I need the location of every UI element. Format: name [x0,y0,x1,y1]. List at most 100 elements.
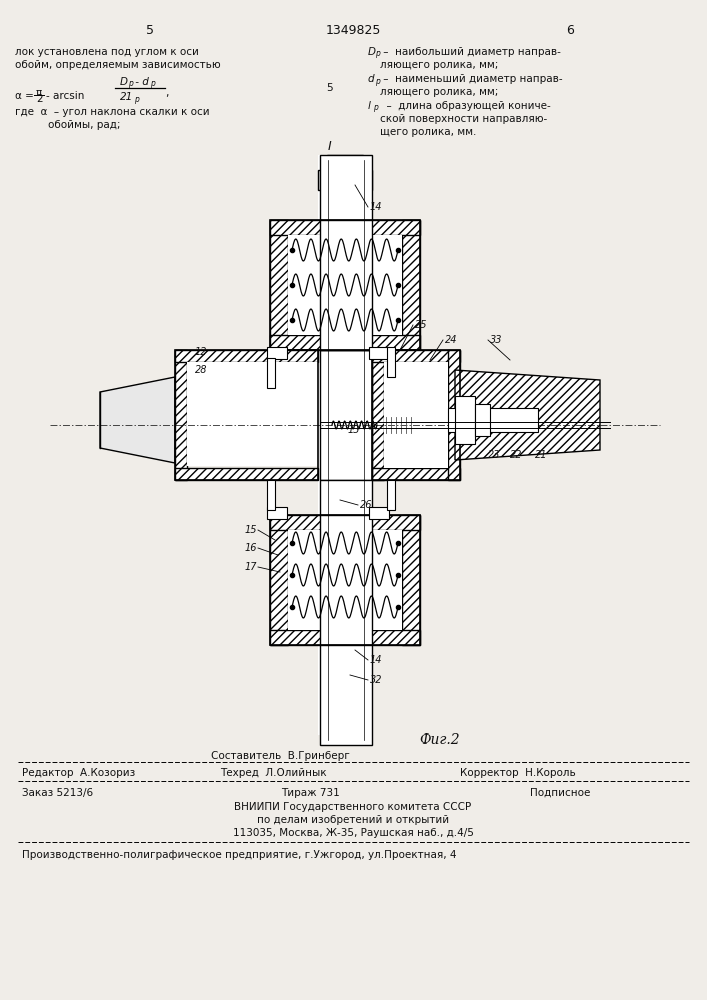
Bar [175,350,318,480]
Text: 2: 2 [36,94,42,104]
Bar [187,362,318,466]
Bar [270,220,420,235]
Bar [320,155,372,220]
Bar [448,408,538,432]
Bar [372,350,460,480]
Text: Тираж 731: Тираж 731 [281,788,339,798]
Bar [320,350,372,480]
Text: по делам изобретений и открытий: по делам изобретений и открытий [257,815,449,825]
Text: ВНИИПИ Государственного комитета СССР: ВНИИПИ Государственного комитета СССР [235,802,472,812]
Text: p: p [128,80,133,89]
Bar [369,507,389,519]
Polygon shape [455,370,600,460]
Bar [175,350,187,480]
Text: d: d [368,74,375,84]
Text: l: l [368,101,371,111]
Bar [369,347,389,359]
Text: Фиг.2: Фиг.2 [420,733,460,747]
Bar [267,347,287,359]
Text: 5: 5 [327,83,333,93]
Text: –  наименьший диаметр направ-: – наименьший диаметр направ- [380,74,563,84]
Bar [270,515,420,530]
Text: ,: , [165,88,168,98]
Text: 5: 5 [146,23,154,36]
Bar [372,350,460,362]
Bar [175,468,318,480]
Bar [372,350,384,480]
Bar [455,396,475,444]
Bar [475,404,490,436]
Text: 6: 6 [566,23,574,36]
Bar [267,507,287,519]
Text: Техред  Л.Олийнык: Техред Л.Олийнык [220,768,327,778]
Text: 14: 14 [370,655,382,665]
Bar [318,170,372,190]
Text: щего ролика, мм.: щего ролика, мм. [380,127,477,137]
Text: где  α  – угол наклона скалки к оси: где α – угол наклона скалки к оси [15,107,209,117]
Text: 33: 33 [490,335,503,345]
Text: ляющего ролика, мм;: ляющего ролика, мм; [380,87,498,97]
Bar [320,480,372,515]
Bar [320,645,372,745]
Text: 21: 21 [535,450,547,460]
Bar [320,220,372,350]
Text: Производственно-полиграфическое предприятие, г.Ужгород, ул.Проектная, 4: Производственно-полиграфическое предприя… [22,850,457,860]
Text: ской поверхности направляю-: ской поверхности направляю- [380,114,547,124]
Text: 12: 12 [195,347,207,357]
Text: 17: 17 [245,562,257,572]
Text: 26: 26 [360,500,373,510]
Bar [402,515,420,645]
Bar [327,155,363,190]
Text: Заказ 5213/6: Заказ 5213/6 [22,788,93,798]
Text: α =: α = [15,91,37,101]
Text: - d: - d [132,77,149,87]
Bar [384,362,448,468]
Bar [448,350,460,480]
Text: обойм, определяемым зависимостью: обойм, определяемым зависимостью [15,60,221,70]
Bar [288,235,402,335]
Text: p: p [375,49,380,58]
Text: ляющего ролика, мм;: ляющего ролика, мм; [380,60,498,70]
Bar [270,630,420,645]
Bar [320,515,372,645]
Text: лок установлена под углом к оси: лок установлена под углом к оси [15,47,199,57]
Text: 28: 28 [195,365,207,375]
Text: –  наибольший диаметр направ-: – наибольший диаметр направ- [380,47,561,57]
Text: 21: 21 [120,92,133,102]
Text: p: p [134,95,139,104]
Text: обоймы, рад;: обоймы, рад; [48,120,120,130]
Bar [318,155,372,735]
Bar [270,335,420,350]
Text: p: p [373,104,378,112]
Bar [270,220,420,350]
Bar [387,480,395,510]
Text: 15: 15 [245,525,257,535]
Text: 23: 23 [488,450,501,460]
Text: 1349825: 1349825 [325,23,380,36]
Bar [267,480,275,510]
Bar [270,220,288,350]
Bar [267,358,275,388]
Text: 16: 16 [245,543,257,553]
Text: I: I [328,140,332,153]
Text: 22: 22 [510,450,522,460]
Text: D: D [368,47,376,57]
Text: 113035, Москва, Ж-35, Раушская наб., д.4/5: 113035, Москва, Ж-35, Раушская наб., д.4… [233,828,474,838]
Bar [270,515,420,645]
Bar [387,347,395,377]
Text: 25: 25 [415,320,428,330]
Polygon shape [100,377,175,463]
Bar [402,220,420,350]
Text: D: D [120,77,128,87]
Text: 24: 24 [445,335,457,345]
Text: Подписное: Подписное [530,788,590,798]
Text: Составитель  В.Гринберг: Составитель В.Гринберг [211,751,349,761]
Text: 14: 14 [370,202,382,212]
Text: Редактор  А.Козориз: Редактор А.Козориз [22,768,135,778]
Bar [372,468,460,480]
Bar [175,350,318,362]
Text: p: p [375,77,380,86]
Text: p: p [150,80,155,89]
Text: 32: 32 [370,675,382,685]
Text: π: π [36,88,42,98]
